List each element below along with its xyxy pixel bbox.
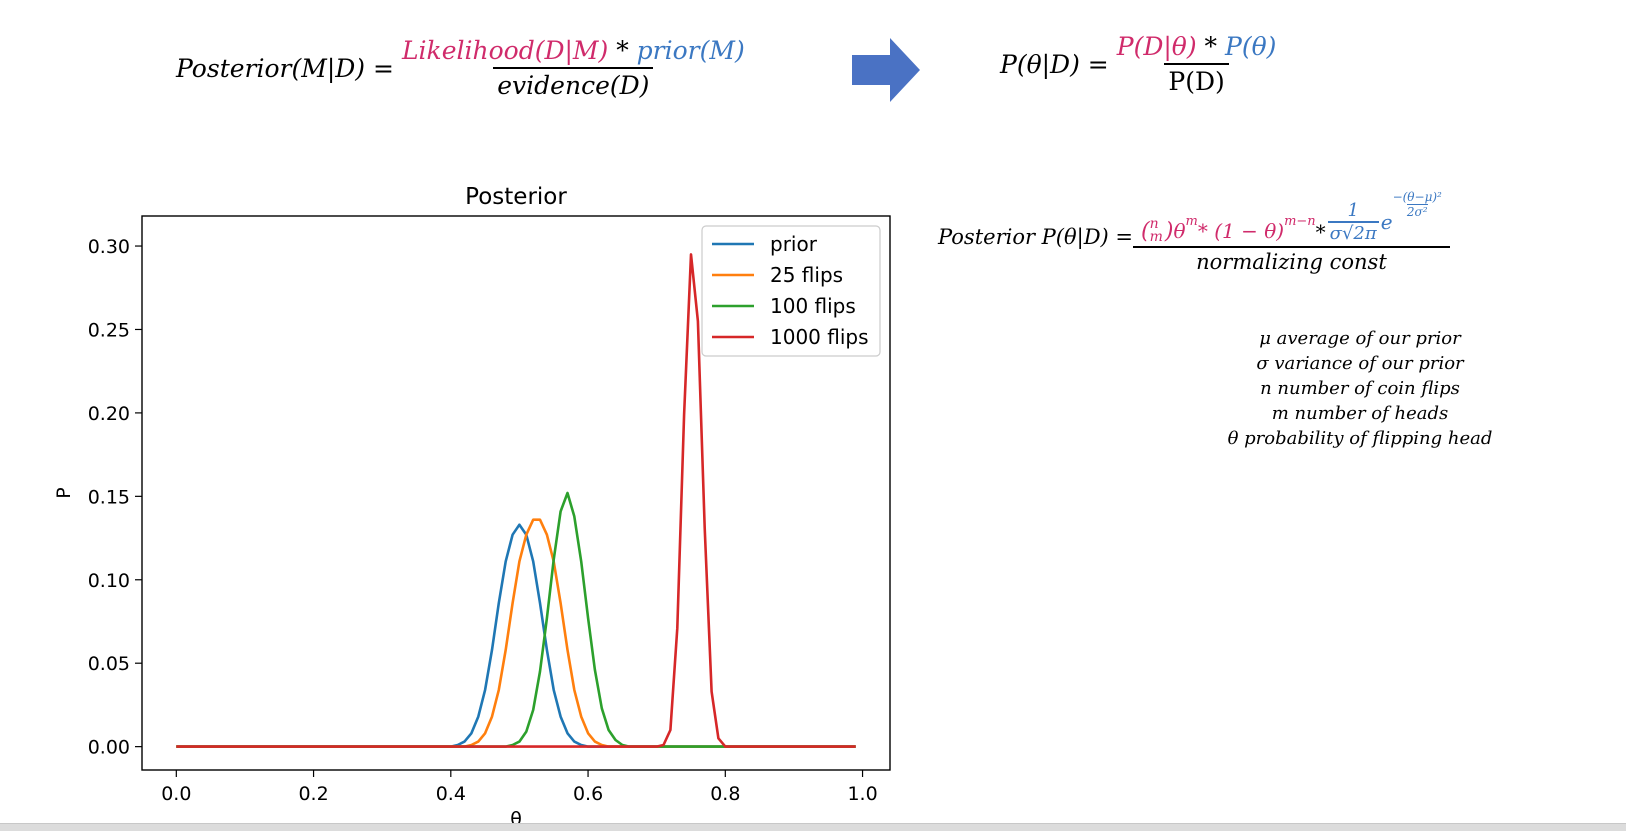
posterior-chart: Posterior 0.0 0.2 0.4 0.6 0.8 1.0 0.00 0.05 0.10 0… [53,184,891,823]
equation-fraction: P(D|θ) * P(θ) P(D) [1113,32,1281,96]
likelihood-term: P(D|θ) [1116,32,1197,61]
x-tick-label: 0.0 [161,783,191,805]
legend-label: 25 flips [770,263,843,287]
times-symbol: * [1196,32,1226,61]
evidence-term: P(D) [1164,63,1229,96]
y-axis-label: P [53,487,75,498]
times-symbol: * [1315,220,1326,244]
likelihood-expression: (n m) θ m * (1 − θ) m−n [1141,213,1316,245]
x-tick-label: 0.8 [710,783,740,805]
y-tick-label: 0.00 [88,737,130,759]
exponent-m-minus-n: m−n [1284,213,1316,229]
equation-fraction: Likelihood(D|M) * prior(M) evidence(D) [398,36,749,100]
equation-lhs: P(θ|D) = [1000,49,1109,79]
exponent-fraction: −(θ−μ)² 2σ² [1393,190,1442,219]
window-bottom-edge [0,823,1626,831]
y-tick-label: 0.10 [88,570,130,592]
legend-box [701,225,881,357]
x-axis-label: θ [510,808,522,823]
y-tick-label: 0.05 [88,653,130,675]
exponent-m: m [1185,213,1198,229]
legend-label: 100 flips [770,294,856,318]
definition-theta: θ probability of flipping head [1227,428,1493,449]
formula-lhs: Posterior P(θ|D) = [938,225,1134,249]
right-arrow-icon [852,38,920,102]
definition-m: m number of heads [1271,403,1449,424]
times-symbol: * [608,36,637,65]
legend-label: 1000 flips [770,325,869,349]
plot-frame [141,215,891,771]
normal-constant-numerator: 1 [1347,200,1359,221]
formula-fraction: (n m) θ m * (1 − θ) m−n * 1 σ√2π e −(θ−μ)² 2σ² n… [1133,190,1450,274]
chart-legend: prior 25 flips 100 flips 1000 flips [701,225,881,357]
binom-bottom: m [1149,229,1163,245]
normalizing-constant: normalizing const [1133,246,1450,274]
definition-mu: μ average of our prior [1259,328,1461,349]
equation-numerator: Likelihood(D|M) * prior(M) [398,36,749,67]
y-tick-label: 0.15 [88,486,130,508]
series-line-1000-flips [176,253,856,748]
bayes-equation-theta: P(θ|D) = P(D|θ) * P(θ) P(D) [1000,32,1284,96]
prior-gaussian-expression: 1 σ√2π e −(θ−μ)² 2σ² [1326,190,1442,244]
definition-n: n number of coin flips [1260,378,1460,399]
normal-constant-fraction: 1 σ√2π [1327,200,1379,244]
x-tick-label: 1.0 [847,783,877,805]
y-tick-label: 0.20 [88,403,130,425]
exp-base: e [1380,210,1393,234]
exponent-denominator: 2σ² [1406,203,1428,219]
x-tick-label: 0.6 [573,783,603,805]
posterior-formula: Posterior P(θ|D) = (n m) θ m * (1 − θ) m−n *… [938,190,1450,274]
evidence-term: evidence(D) [493,67,654,100]
series-line-25-flips [176,518,856,748]
x-tick-label: 0.2 [298,783,328,805]
x-tick-label: 0.4 [436,783,466,805]
one-minus-theta: * (1 − θ) [1197,219,1285,243]
variable-definitions: μ average of our prior σ variance of our… [1130,326,1590,451]
equation-lhs: Posterior(M|D) = [176,53,394,83]
series-line-100-flips [176,491,856,748]
theta-symbol: θ [1173,219,1186,243]
bayes-equation-general: Posterior(M|D) = Likelihood(D|M) * prior… [176,36,753,100]
normal-constant-denominator: σ√2π [1327,221,1379,244]
formula-numerator: (n m) θ m * (1 − θ) m−n * 1 σ√2π e −(θ−μ)² 2σ² [1137,190,1446,246]
legend-label: prior [770,232,818,256]
equation-numerator: P(D|θ) * P(θ) [1113,32,1281,63]
y-tick-label: 0.25 [88,319,130,341]
prior-term: prior(M) [636,36,745,65]
series-line-prior [176,523,856,748]
prior-term: P(θ) [1225,32,1277,61]
definition-sigma: σ variance of our prior [1256,353,1464,374]
likelihood-term: Likelihood(D|M) [401,36,609,65]
binom-top: n [1149,216,1159,232]
exponent-numerator: −(θ−μ)² [1392,189,1442,204]
chart-title: Posterior [465,184,567,210]
y-tick-label: 0.30 [88,236,130,258]
